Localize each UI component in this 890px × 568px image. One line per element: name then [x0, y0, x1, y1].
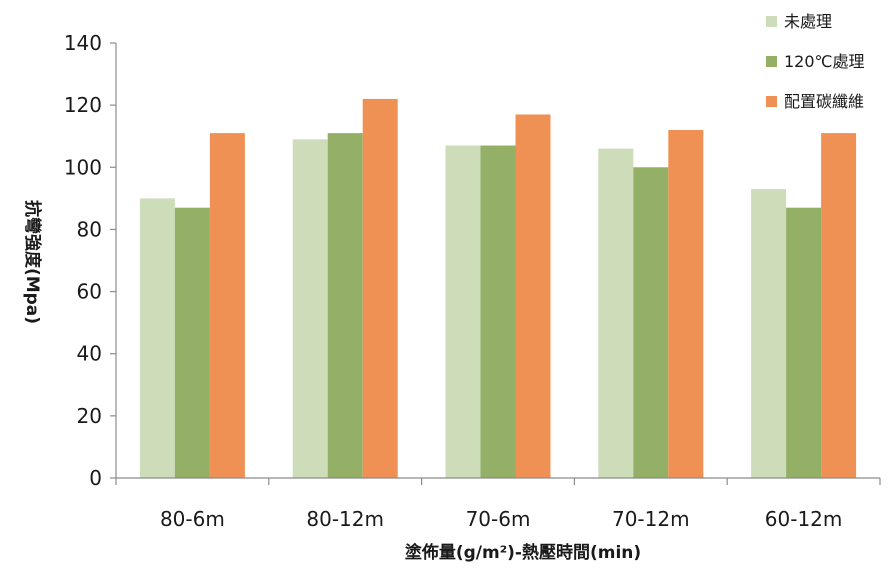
x-category-label: 80-6m	[160, 507, 225, 531]
bar-80-6m-120℃處理	[174, 207, 210, 478]
bar-70-6m-未處理	[445, 145, 481, 479]
y-tick-label: 80	[77, 217, 102, 241]
y-tick-label: 140	[64, 31, 102, 55]
y-axis: 0 20 40 60 80 100 120 140	[64, 31, 117, 490]
y-tick-label: 20	[77, 404, 102, 428]
bar-80-12m-120℃處理	[327, 133, 363, 478]
legend-label: 未處理	[784, 12, 832, 31]
bar-70-12m-未處理	[598, 148, 634, 478]
y-tick-label: 120	[64, 93, 102, 117]
legend-swatch	[766, 16, 777, 27]
bars-group	[139, 98, 857, 479]
legend-label: 120℃處理	[784, 52, 865, 71]
y-tick-label: 60	[77, 280, 102, 304]
legend-swatch	[766, 56, 777, 67]
x-category-label: 70-6m	[466, 507, 531, 531]
bar-70-12m-配置碳纖維	[668, 130, 704, 478]
bar-80-12m-未處理	[292, 139, 328, 479]
bar-60-12m-配置碳纖維	[821, 133, 857, 478]
x-axis: 80-6m 80-12m 70-6m 70-12m 60-12m	[115, 477, 881, 531]
bar-70-12m-120℃處理	[633, 167, 669, 479]
y-tick-label: 100	[64, 155, 102, 179]
x-axis-title: 塗佈量(g/m²)-熱壓時間(min)	[405, 542, 641, 563]
bar-70-6m-配置碳纖維	[515, 114, 551, 478]
bar-60-12m-120℃處理	[786, 207, 822, 478]
y-axis-title: 抗彎強度(Mpa)	[22, 200, 43, 324]
x-category-label: 70-12m	[612, 507, 690, 531]
y-tick-label: 40	[77, 342, 102, 366]
x-category-label: 80-12m	[306, 507, 384, 531]
bar-80-12m-配置碳纖維	[362, 98, 398, 478]
legend-swatch	[766, 96, 777, 107]
y-tick-label: 0	[89, 466, 102, 490]
x-category-label: 60-12m	[765, 507, 843, 531]
bar-60-12m-未處理	[751, 189, 787, 479]
bar-80-6m-未處理	[139, 198, 175, 478]
bar-70-6m-120℃處理	[480, 145, 516, 479]
bar-80-6m-配置碳纖維	[209, 133, 245, 478]
legend-label: 配置碳纖維	[784, 92, 864, 111]
